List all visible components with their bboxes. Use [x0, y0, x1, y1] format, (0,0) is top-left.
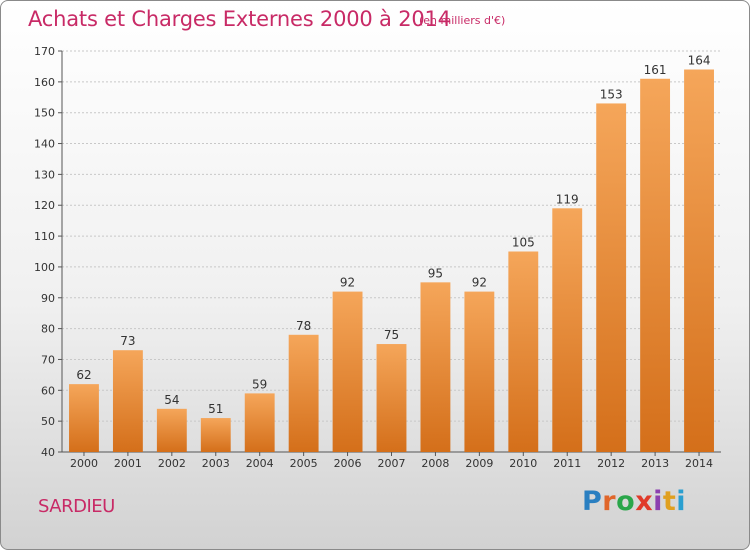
chart-title: Achats et Charges Externes 2000 à 2014: [28, 7, 451, 31]
logo-letter: t: [662, 486, 677, 517]
logo-letter: i: [676, 486, 687, 517]
bar-value-label: 59: [252, 377, 267, 391]
logo-letter: x: [635, 486, 654, 517]
bar-value-label: 119: [556, 192, 579, 206]
y-tick-label: 160: [34, 76, 55, 89]
x-tick-label: 2003: [202, 457, 230, 470]
bar-value-label: 92: [472, 276, 487, 290]
bar-value-label: 153: [600, 87, 623, 101]
bar: [112, 350, 143, 452]
bar: [684, 69, 714, 452]
bar-value-label: 78: [296, 319, 311, 333]
bar: [376, 344, 407, 452]
bar: [552, 208, 583, 452]
logo-letter: i: [653, 486, 663, 517]
axes: 40 50 60 70 80 90 100 110 120 130 140 150 160 170 2000…: [34, 45, 721, 470]
bar-value-label: 161: [644, 63, 667, 77]
x-tick-label: 2011: [553, 457, 581, 470]
bars: [69, 69, 714, 452]
bar-value-label: 95: [428, 266, 443, 280]
x-tick-label: 2001: [114, 457, 142, 470]
bar: [596, 103, 627, 452]
x-tick-label: 2013: [641, 457, 669, 470]
y-tick-label: 90: [41, 292, 55, 305]
bar: [200, 418, 231, 452]
y-tick-label: 120: [34, 199, 55, 212]
x-tick-label: 2002: [158, 457, 186, 470]
bar-value-label: 51: [208, 402, 223, 416]
bar-value-label: 73: [120, 334, 135, 348]
bar-value-label: 92: [340, 276, 355, 290]
logo-letter: r: [602, 486, 617, 517]
proxiti-logo: Proxiti: [582, 486, 686, 517]
bar-value-label: 62: [76, 368, 91, 382]
bar-value-label: 75: [384, 328, 399, 342]
y-tick-label: 140: [34, 138, 55, 151]
x-tick-label: 2005: [290, 457, 318, 470]
logo-letter: P: [582, 486, 603, 517]
bar: [420, 282, 451, 452]
bar: [464, 291, 495, 452]
bar: [640, 78, 671, 452]
bar: [288, 334, 319, 452]
bar: [332, 291, 363, 452]
data-labels: 62 73 54 51 59 78 92 75 95 92 105 119 153 161 164: [76, 54, 710, 417]
bar: [244, 393, 275, 452]
y-tick-label: 130: [34, 168, 55, 181]
x-tick-label: 2006: [334, 457, 362, 470]
y-tick-label: 170: [34, 45, 55, 58]
y-tick-label: 50: [41, 415, 55, 428]
y-tick-label: 100: [34, 261, 55, 274]
y-tick-label: 60: [41, 384, 55, 397]
x-tick-label: 2009: [465, 457, 493, 470]
bar-value-label: 105: [512, 236, 535, 250]
commune-name: SARDIEU: [38, 496, 115, 517]
chart-subtitle: (en milliers d'€): [419, 14, 506, 27]
x-tick-label: 2012: [597, 457, 625, 470]
x-tick-label: 2004: [246, 457, 274, 470]
logo-letter: o: [616, 486, 636, 517]
bar-value-label: 54: [164, 393, 179, 407]
y-tick-label: 40: [41, 446, 55, 459]
x-tick-label: 2008: [421, 457, 449, 470]
bar-value-label: 164: [688, 54, 711, 68]
x-tick-label: 2000: [70, 457, 98, 470]
y-tick-label: 70: [41, 353, 55, 366]
y-tick-label: 110: [34, 230, 55, 243]
bar: [69, 384, 99, 452]
bar: [508, 251, 539, 452]
bar: [156, 408, 187, 452]
x-tick-label: 2007: [378, 457, 406, 470]
x-tick-label: 2014: [685, 457, 713, 470]
y-tick-label: 80: [41, 323, 55, 336]
y-tick-label: 150: [34, 107, 55, 120]
x-tick-label: 2010: [509, 457, 537, 470]
